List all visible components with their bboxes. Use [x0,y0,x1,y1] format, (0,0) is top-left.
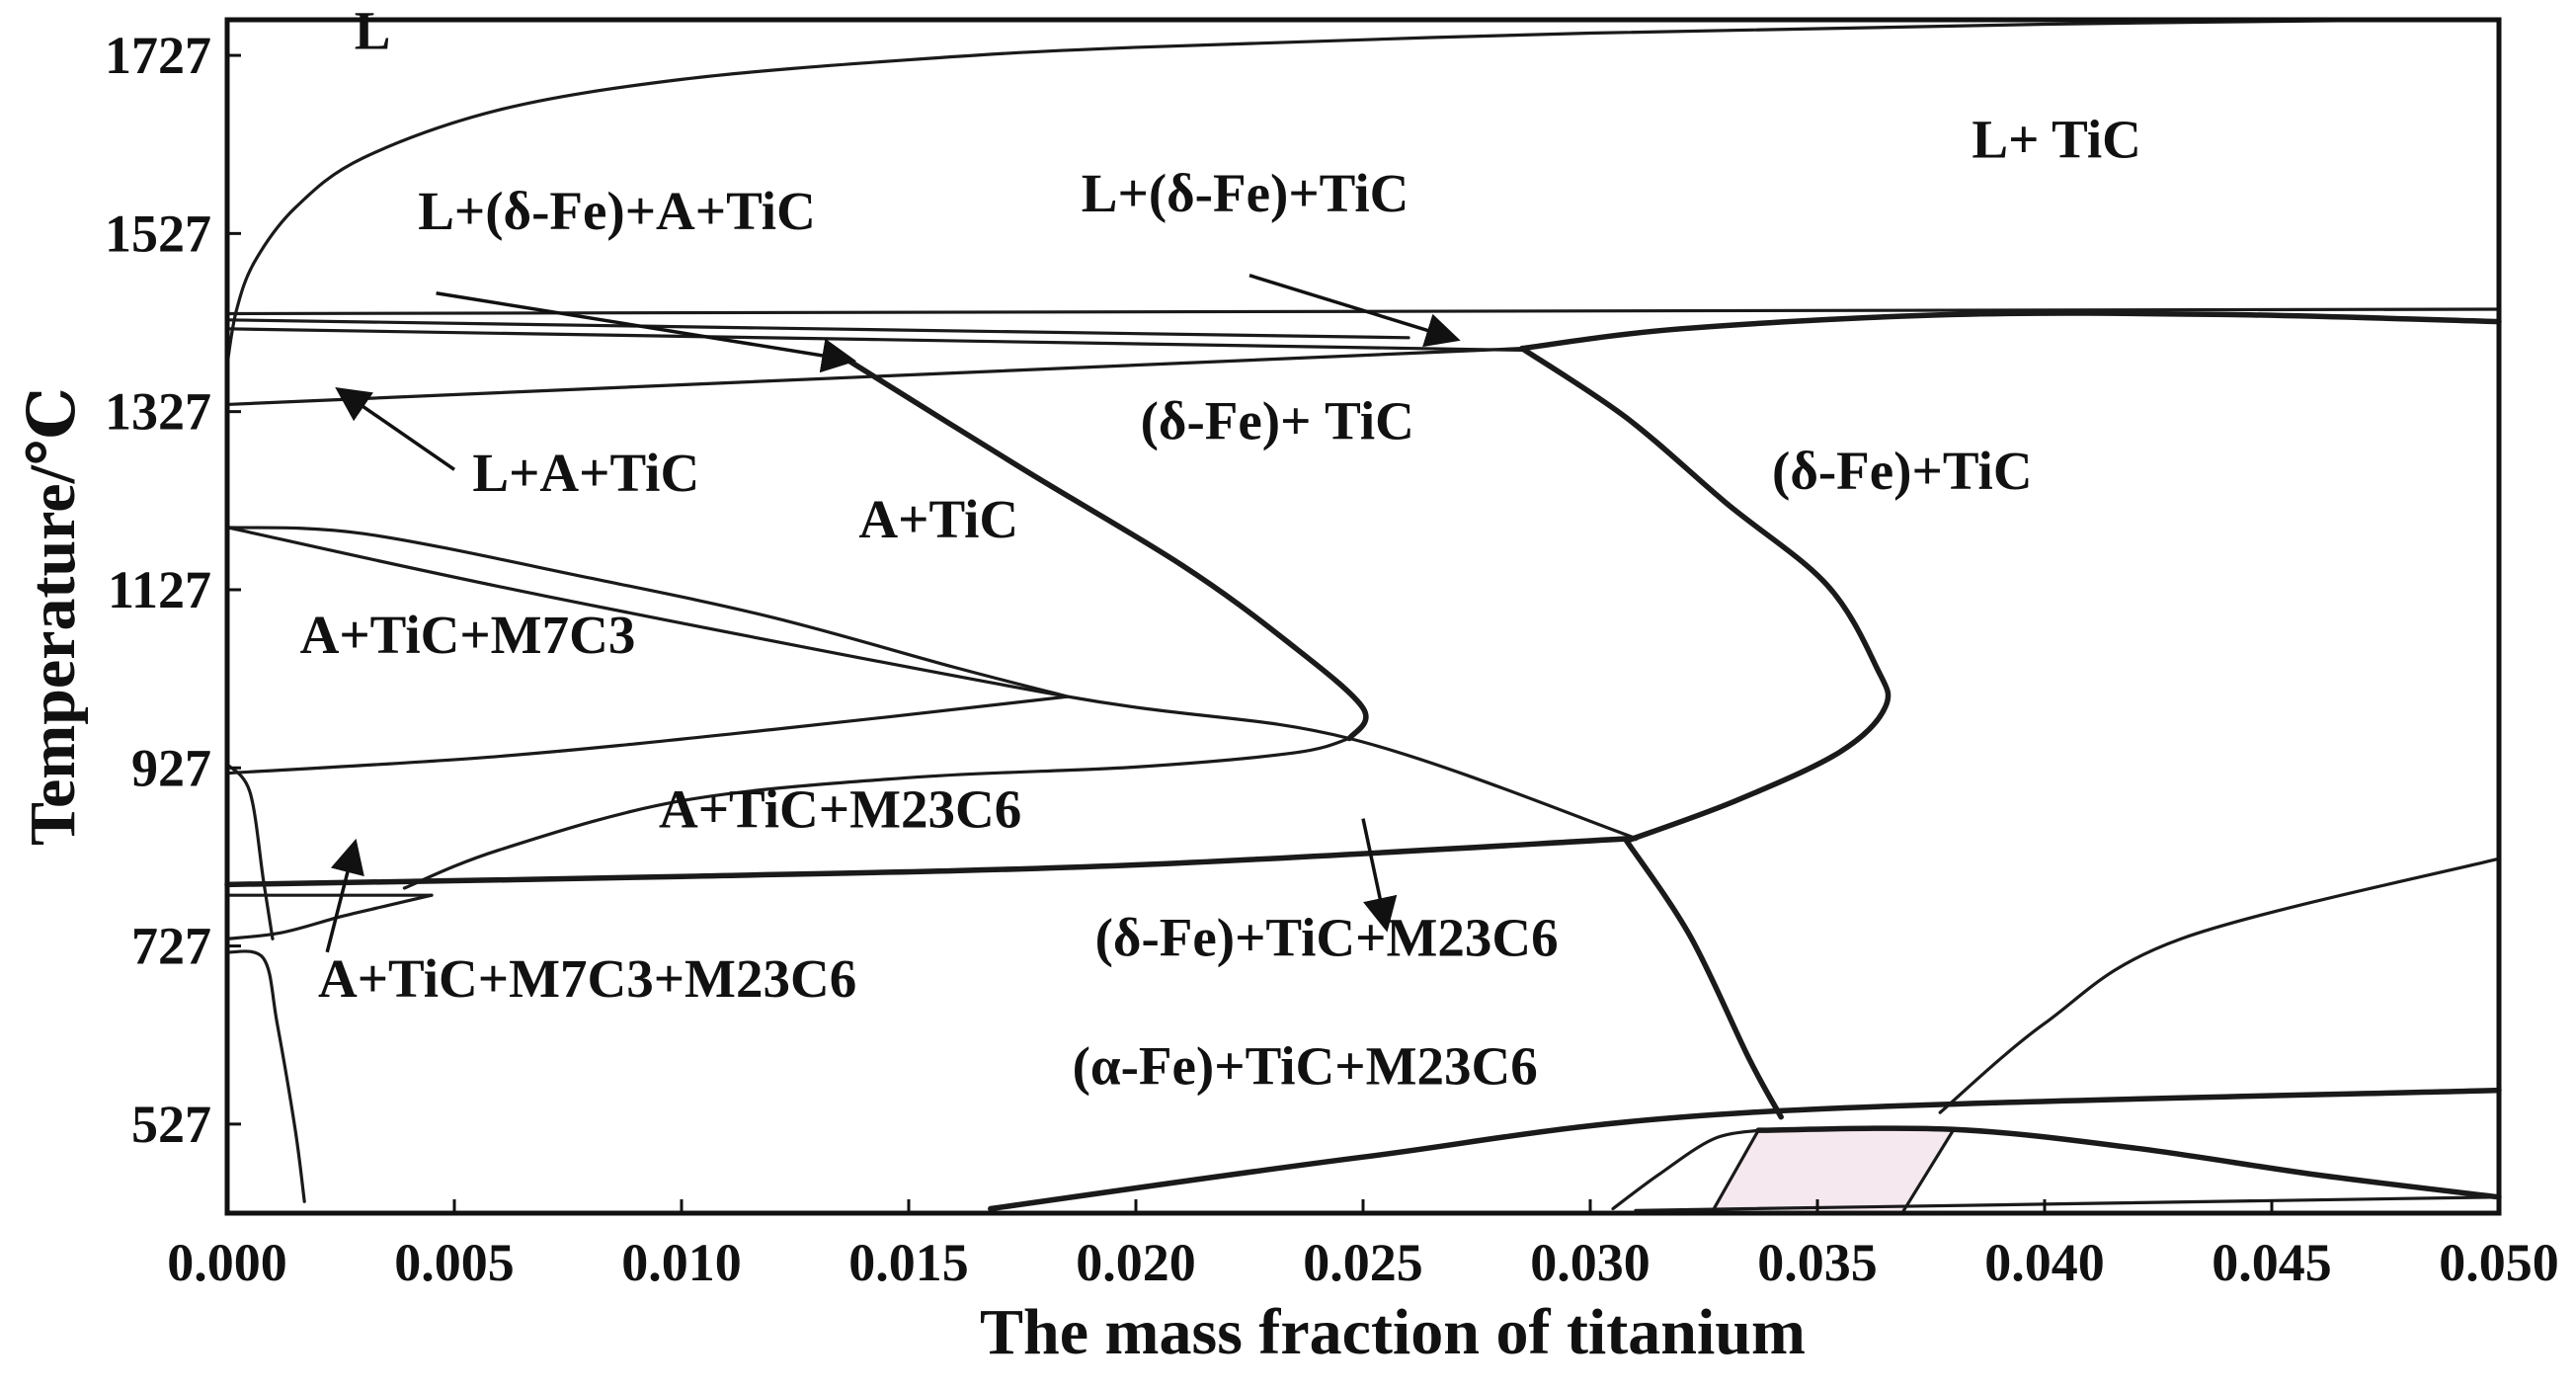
x-axis-title: The mass fraction of titanium [980,1296,1806,1368]
y-tick-label: 927 [131,738,211,797]
y-tick-label: 1727 [105,26,211,85]
x-tick-label: 0.050 [2439,1233,2559,1292]
bottom-arc [1611,1128,1760,1211]
line-540 [988,1087,2502,1212]
arrow-layer [325,274,1461,953]
region-L-dFe-TiC: L+(δ-Fe)+TiC [1082,163,1409,223]
region-aFe-TiC-M23C6: (α-Fe)+TiC+M23C6 [1073,1035,1538,1096]
arrow-L-dFe-A-TiC [436,291,857,373]
right-curve [1938,857,2501,1114]
dfe-cap [1519,310,2502,352]
y-tick-layer: 527 727 927 1127 1327 1527 1727 [105,26,241,1154]
x-tick-label: 0.000 [167,1233,287,1292]
region-A-TiC-M23C6: A+TiC+M23C6 [659,779,1021,840]
eutectoid-line-1 [224,835,1639,888]
y-tick-label: 1127 [108,560,211,619]
y-tick-label: 727 [131,917,211,976]
region-A-TiC: A+TiC [858,489,1018,549]
region-A-TiC-M7C3-M23C6: A+TiC+M7C3+M23C6 [318,948,856,1009]
x-tick-label: 0.035 [1757,1233,1878,1292]
x-tick-label: 0.010 [621,1233,742,1292]
x-tick-label: 0.040 [1984,1233,2105,1292]
x-tick-label: 0.025 [1303,1233,1423,1292]
lower-left-arc [225,893,434,940]
region-L-TiC: L+ TiC [1972,110,2140,170]
line-1420-short [225,318,1410,340]
alpha-boundary [1624,838,1784,1120]
tie-line [225,526,1638,841]
a-tic-boundary [838,353,1369,742]
dfe-boundary [1519,345,1892,844]
x-tick-label: 0.030 [1530,1233,1650,1292]
region-L-dFe-A-TiC: L+(δ-Fe)+A+TiC [418,181,816,241]
y-tick-label: 527 [131,1095,211,1154]
region-dFe-TiC-mid: (δ-Fe)+ TiC [1141,391,1414,451]
line-520 [1755,1125,2502,1200]
region-label-layer: L L+ TiC L+(δ-Fe)+A+TiC L+(δ-Fe)+TiC L+A+TiC… [300,1,2141,1097]
arrow-dFe-TiC-M23C6 [1361,818,1398,933]
shaded-layer [1713,1129,1954,1211]
region-L: L [355,1,391,61]
x-tick-label: 0.045 [2212,1233,2332,1292]
line-1410-upper [225,327,1524,353]
region-dFe-TiC-right: (δ-Fe)+TiC [1772,441,2033,501]
region-dFe-TiC-M23C6: (δ-Fe)+TiC+M23C6 [1095,907,1559,967]
region-L-A-TiC: L+A+TiC [472,443,699,503]
x-tick-layer: 0.000 0.005 0.010 0.015 0.020 0.025 0.030 0.035… [167,1199,2559,1292]
small-left-wall [1711,1128,1760,1212]
y-axis-title: Temperature/℃ [17,387,89,846]
left-vertical-2 [225,763,275,940]
m7c3-lower [225,694,1070,776]
y-tick-label: 1327 [105,382,211,442]
y-tick-label: 1527 [105,204,211,263]
m23c6-dome [402,736,1351,890]
m7c3-dome [225,526,1070,698]
arrow-L-dFe-TiC [1248,274,1461,348]
region-A-TiC-M7C3: A+TiC+M7C3 [300,605,636,665]
bottom-line [1634,1195,2501,1212]
shaded-phase [1713,1129,1954,1211]
arrow-A-TiC-M7C3-M23C6 [325,838,364,953]
liquidus-curve [225,17,2501,367]
x-tick-label: 0.015 [848,1233,969,1292]
small-right-wall [1901,1127,1956,1212]
arrow-L-A-TiC [335,386,455,471]
boundary-layer [224,17,2502,1212]
left-vertical [225,949,306,1203]
x-tick-label: 0.020 [1076,1233,1196,1292]
x-tick-label: 0.005 [394,1233,515,1292]
